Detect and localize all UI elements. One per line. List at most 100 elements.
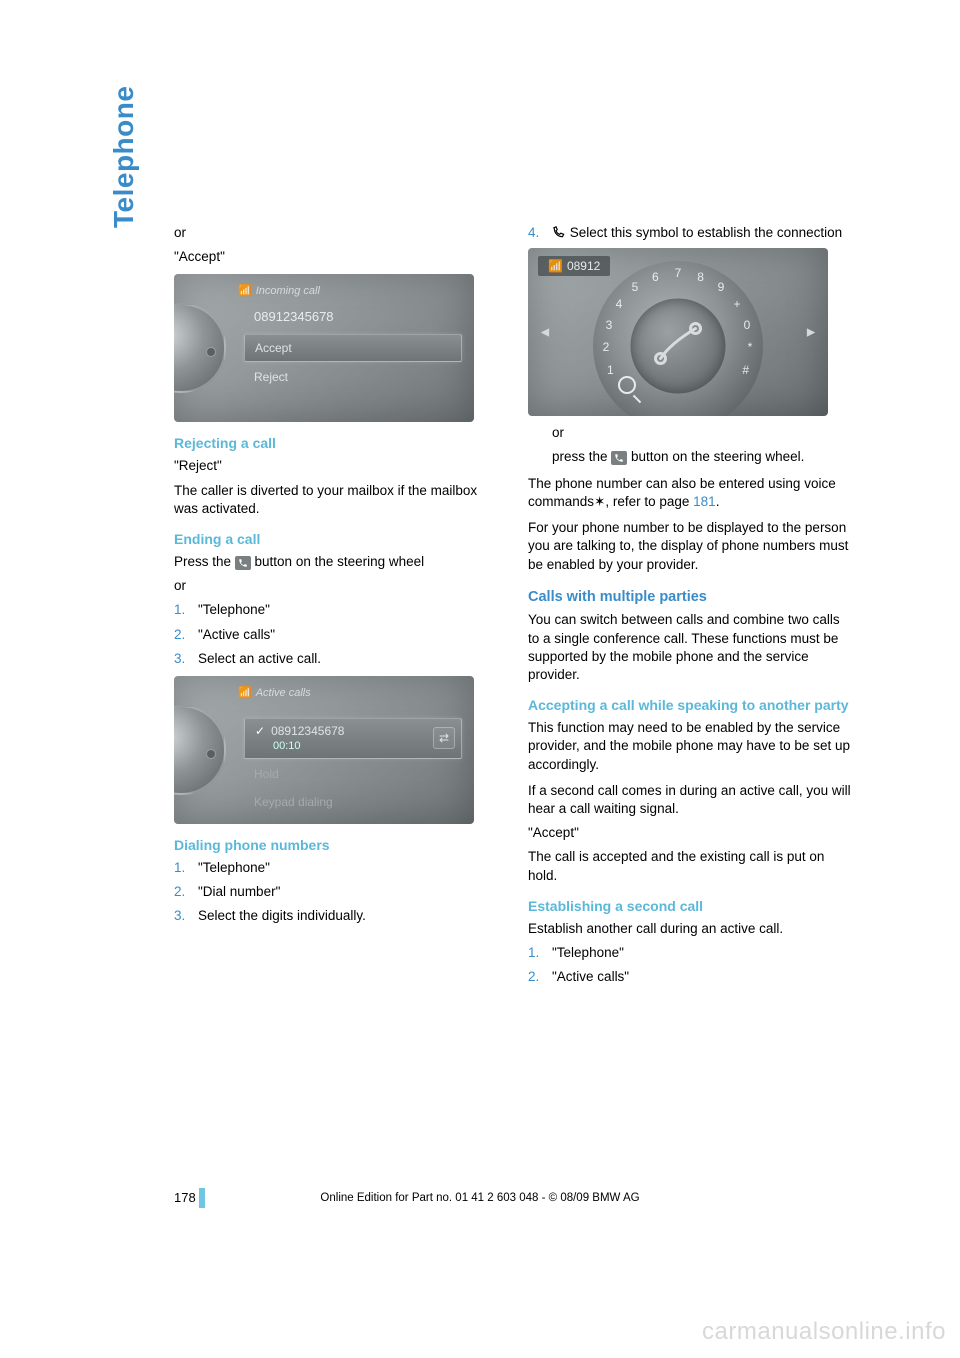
step-text: "Dial number" bbox=[198, 884, 280, 899]
footer-text: Online Edition for Part no. 01 41 2 603 … bbox=[0, 1192, 960, 1204]
dial-digit: 3 bbox=[606, 316, 613, 332]
list-item: 2."Active calls" bbox=[528, 968, 854, 986]
arrow-right-icon: ► bbox=[804, 323, 818, 342]
text-fragment: button on the steering wheel. bbox=[627, 449, 804, 464]
text-fragment: Press the bbox=[174, 554, 235, 569]
fig-time: 00:10 bbox=[255, 739, 451, 754]
section-tab: Telephone bbox=[108, 86, 140, 228]
list-item: 3.Select the digits individually. bbox=[174, 907, 500, 925]
text-end-press: Press the button on the steering wheel bbox=[174, 553, 500, 571]
dial-wheel bbox=[593, 261, 763, 417]
heading-dialing: Dialing phone numbers bbox=[174, 836, 500, 855]
dial-digit: 7 bbox=[675, 265, 682, 281]
second-body: Establish another call during an active … bbox=[528, 920, 854, 938]
dial-digit: 5 bbox=[632, 279, 639, 295]
fig-row-conference: Conference call bbox=[244, 817, 462, 824]
text-or: or bbox=[174, 224, 500, 242]
end-call-steps: 1."Telephone" 2."Active calls" 3.Select … bbox=[174, 601, 500, 668]
step-text: Select the digits individually. bbox=[198, 908, 366, 923]
step-text: "Telephone" bbox=[198, 602, 270, 617]
dial-digit: + bbox=[733, 296, 740, 312]
accept2-p2: If a second call comes in during an acti… bbox=[528, 782, 854, 818]
heading-ending: Ending a call bbox=[174, 530, 500, 549]
left-column: or "Accept" 📶Incoming call 08912345678 A… bbox=[174, 224, 500, 992]
text-fragment: button on the steering wheel bbox=[251, 554, 424, 569]
fig-title-text: Incoming call bbox=[256, 285, 320, 297]
text-end-or: or bbox=[174, 577, 500, 595]
fig-number: 08912345678 bbox=[271, 724, 344, 738]
dial-digit: 2 bbox=[603, 339, 610, 355]
knob-graphic bbox=[174, 303, 226, 393]
text-fragment: . bbox=[716, 494, 720, 509]
accept2-cmd: "Accept" bbox=[528, 824, 854, 842]
swap-icon: ⇄ bbox=[433, 727, 455, 749]
accept2-p3: The call is accepted and the existing ca… bbox=[528, 848, 854, 884]
step-text: "Active calls" bbox=[198, 627, 275, 642]
right-column: 4. Select this symbol to establish the c… bbox=[528, 224, 854, 992]
asterisk-icon: ✶ bbox=[594, 494, 605, 509]
list-item: 3.Select an active call. bbox=[174, 650, 500, 668]
step4-list: 4. Select this symbol to establish the c… bbox=[528, 224, 854, 242]
second-call-steps: 1."Telephone" 2."Active calls" bbox=[528, 944, 854, 986]
phone-button-icon bbox=[235, 556, 251, 570]
page-content: or "Accept" 📶Incoming call 08912345678 A… bbox=[174, 224, 854, 992]
dial-digit: 0 bbox=[744, 316, 751, 332]
step-text: "Telephone" bbox=[198, 860, 270, 875]
handset-icon bbox=[552, 225, 566, 239]
watermark: carmanualsonline.info bbox=[702, 1318, 946, 1346]
heading-second-call: Establishing a second call bbox=[528, 897, 854, 916]
step-text: Select this symbol to establish the conn… bbox=[566, 225, 842, 240]
page-link[interactable]: 181 bbox=[693, 494, 716, 509]
list-item: 4. Select this symbol to establish the c… bbox=[528, 224, 854, 242]
multi-body: You can switch between calls and combine… bbox=[528, 611, 854, 684]
step4-or: or bbox=[528, 424, 854, 442]
arrow-left-icon: ◄ bbox=[538, 323, 552, 342]
list-item: 1."Telephone" bbox=[528, 944, 854, 962]
heading-rejecting: Rejecting a call bbox=[174, 434, 500, 453]
dial-digit: 4 bbox=[616, 296, 623, 312]
voice-commands-text: The phone number can also be entered usi… bbox=[528, 475, 854, 511]
figure-incoming-call: 📶Incoming call 08912345678 Accept Reject bbox=[174, 274, 474, 422]
dial-digit: 6 bbox=[652, 269, 659, 285]
accept2-p1: This function may need to be enabled by … bbox=[528, 719, 854, 774]
list-item: 2."Active calls" bbox=[174, 626, 500, 644]
list-item: 2."Dial number" bbox=[174, 883, 500, 901]
footer: Online Edition for Part no. 01 41 2 603 … bbox=[0, 1192, 960, 1204]
knob-graphic bbox=[174, 705, 226, 795]
fig-bar-text: 08912 bbox=[567, 259, 600, 273]
fig-row-hold: Hold bbox=[244, 761, 462, 787]
list-item: 1."Telephone" bbox=[174, 601, 500, 619]
fig-row-reject: Reject bbox=[244, 364, 462, 390]
list-item: 1."Telephone" bbox=[174, 859, 500, 877]
dial-digit: 1 bbox=[607, 362, 614, 378]
dial-digit: 8 bbox=[697, 269, 704, 285]
text-fragment: press the bbox=[552, 449, 611, 464]
fig-number: 08912345678 bbox=[244, 304, 462, 334]
text-reject-cmd: "Reject" bbox=[174, 457, 500, 475]
figure-active-calls: 📶Active calls ✓08912345678 00:10 ⇄ Hold … bbox=[174, 676, 474, 824]
dial-digit: 9 bbox=[718, 279, 725, 295]
step-text: Select an active call. bbox=[198, 651, 321, 666]
step4-press: press the button on the steering wheel. bbox=[528, 448, 854, 466]
heading-accept-second: Accepting a call while speaking to anoth… bbox=[528, 696, 854, 715]
dial-digit: * bbox=[748, 339, 753, 355]
fig-active-row: ✓ 08912345678 00:10 ⇄ bbox=[244, 718, 462, 759]
fig-title-text: Active calls bbox=[256, 687, 311, 699]
fig-row-accept: Accept bbox=[244, 334, 462, 362]
fig-bar: 📶08912 bbox=[538, 256, 610, 276]
fig-title: 📶Active calls bbox=[238, 686, 464, 701]
dial-digit: # bbox=[742, 362, 749, 378]
heading-multiple-parties: Calls with multiple parties bbox=[528, 588, 854, 608]
fig-title: 📶Incoming call bbox=[238, 284, 464, 299]
check-icon: ✓ bbox=[255, 724, 265, 738]
dial-steps: 1."Telephone" 2."Dial number" 3.Select t… bbox=[174, 859, 500, 926]
text-accept-cmd: "Accept" bbox=[174, 248, 500, 266]
fig-row-keypad: Keypad dialing bbox=[244, 789, 462, 815]
step-text: "Active calls" bbox=[552, 969, 629, 984]
step-text: "Telephone" bbox=[552, 945, 624, 960]
display-number-text: For your phone number to be displayed to… bbox=[528, 519, 854, 574]
figure-dial-pad: 📶08912 1 2 3456789 +0 * # ◄ ► bbox=[528, 248, 828, 416]
text-reject-body: The caller is diverted to your mailbox i… bbox=[174, 482, 500, 518]
text-fragment: , refer to page bbox=[605, 494, 693, 509]
phone-button-icon bbox=[611, 451, 627, 465]
